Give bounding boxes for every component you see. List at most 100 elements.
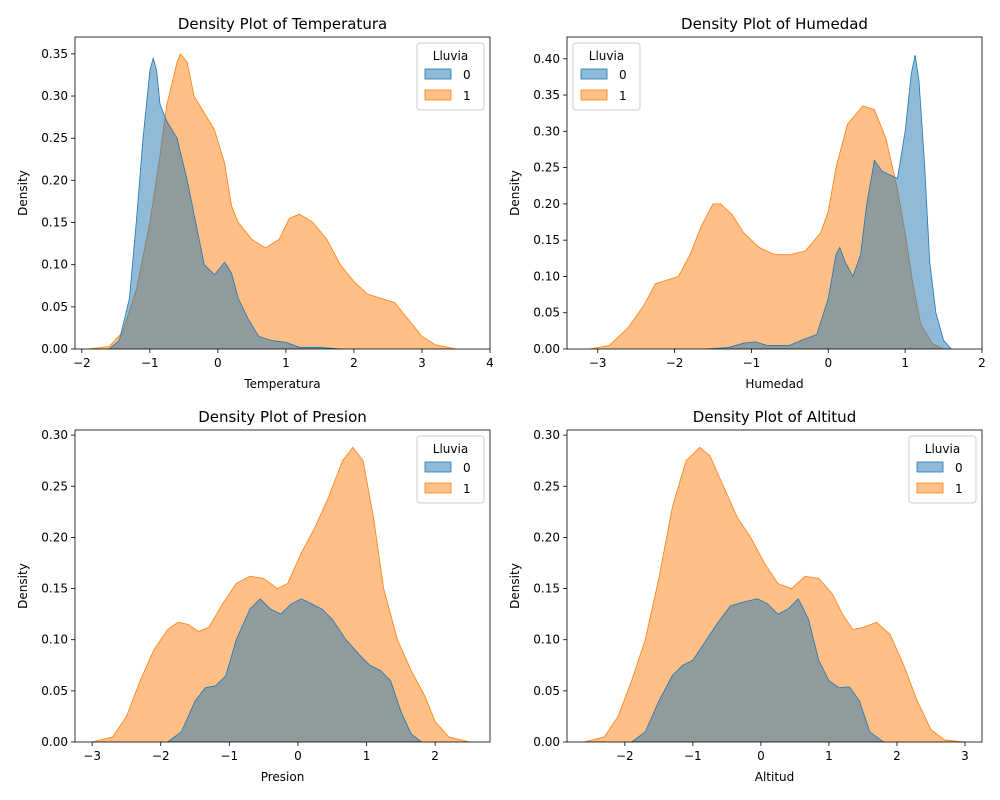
y-tick-label: 0.35 [41, 47, 68, 61]
chart-panel-3: −3 −2 −1 0 1 2 0.00 0.05 0.10 0.15 0.20 0.25 0.30 Den… [16, 408, 491, 784]
y-tick-label: 0.15 [533, 233, 560, 247]
y-tick-label: 0.10 [41, 258, 68, 272]
x-tick-label: −1 [141, 356, 159, 370]
legend-label-1: 1 [619, 89, 627, 103]
x-axis-label: Presion [261, 770, 305, 784]
y-tick-label: 0.20 [41, 530, 68, 544]
y-axis-label: Density [508, 170, 522, 216]
axes-frame [566, 36, 983, 350]
x-tick-label: 3 [961, 749, 969, 763]
y-tick-label: 0.30 [533, 428, 560, 442]
y-tick-label: 0.25 [533, 161, 560, 175]
y-tick-label: 0.00 [533, 735, 560, 749]
y-tick-label: 0.00 [533, 342, 560, 356]
legend-swatch-0 [916, 461, 944, 473]
y-tick-label: 0.25 [533, 479, 560, 493]
chart-panel-2: −3 −2 −1 0 1 2 0.00 0.05 0.10 0.15 0.20 0.25 0.30 0.3… [508, 15, 986, 391]
y-tick-label: 0.15 [533, 582, 560, 596]
x-tick-label: −1 [684, 749, 702, 763]
density-areas [583, 446, 966, 742]
legend-label-1: 1 [463, 89, 471, 103]
density-line-lluvia-0 [631, 598, 884, 742]
chart-panel-1: −2 −1 0 1 2 3 4 0.00 0.05 0.10 0.15 0.20 0.25 0.30 0.3… [16, 15, 494, 391]
legend: Lluvia 0 1 [416, 435, 485, 504]
legend: Lluvia 0 1 [908, 435, 977, 504]
x-tick-label: −2 [616, 749, 634, 763]
y-tick-label: 0.00 [41, 735, 68, 749]
x-tick-label: 1 [825, 749, 833, 763]
x-tick-label: 0 [757, 749, 765, 763]
x-tick-label: −2 [73, 356, 91, 370]
y-tick-label: 0.25 [41, 131, 68, 145]
chart-panel-4: −2 −1 0 1 2 3 0.00 0.05 0.10 0.15 0.20 0.25 0.30 Dens… [508, 408, 983, 784]
legend-swatch-0 [580, 68, 608, 80]
legend-label-0: 0 [955, 461, 963, 475]
x-tick-label: −3 [83, 749, 101, 763]
chart-title: Density Plot of Presion [198, 408, 367, 426]
y-tick-label: 0.05 [533, 306, 560, 320]
chart-title: Density Plot of Temperatura [178, 15, 387, 33]
y-tick-label: 0.25 [41, 479, 68, 493]
x-tick-label: 2 [431, 749, 439, 763]
density-area-lluvia-0 [705, 55, 952, 349]
y-tick-label: 0.20 [41, 173, 68, 187]
density-line-lluvia-1 [583, 446, 966, 742]
x-tick-label: 3 [418, 356, 426, 370]
legend: Lluvia 0 1 [572, 42, 641, 111]
density-areas [88, 53, 457, 349]
x-tick-label: 2 [893, 749, 901, 763]
y-tick-label: 0.10 [533, 633, 560, 647]
x-tick-label: −1 [743, 356, 761, 370]
x-tick-label: 1 [363, 749, 371, 763]
legend-label-1: 1 [955, 482, 963, 496]
legend-label-0: 0 [463, 461, 471, 475]
density-area-lluvia-0 [109, 58, 341, 349]
y-axis-label: Density [508, 563, 522, 609]
legend-swatch-1 [916, 482, 944, 494]
x-tick-label: 4 [486, 356, 494, 370]
legend-swatch-1 [424, 89, 452, 101]
legend-swatch-1 [580, 89, 608, 101]
density-line-lluvia-1 [92, 446, 470, 742]
density-areas [92, 446, 470, 742]
density-line-lluvia-0 [167, 598, 422, 742]
x-tick-label: −3 [589, 356, 607, 370]
density-areas [589, 55, 952, 349]
x-tick-label: −2 [666, 356, 684, 370]
density-area-lluvia-0 [167, 598, 422, 742]
x-axis-label: Temperatura [243, 377, 320, 391]
legend-title: Lluvia [433, 442, 468, 456]
y-tick-label: 0.10 [41, 633, 68, 647]
x-tick-label: 1 [901, 356, 909, 370]
legend-swatch-1 [424, 482, 452, 494]
legend-label-0: 0 [463, 68, 471, 82]
y-tick-label: 0.20 [533, 530, 560, 544]
density-line-lluvia-0 [705, 55, 952, 349]
y-tick-label: 0.05 [41, 684, 68, 698]
x-tick-label: 2 [350, 356, 358, 370]
x-tick-label: 0 [824, 356, 832, 370]
x-axis-label: Altitud [755, 770, 795, 784]
y-axis-label: Density [16, 563, 30, 609]
chart-title: Density Plot of Humedad [681, 15, 868, 33]
legend-swatch-0 [424, 461, 452, 473]
legend-label-0: 0 [619, 68, 627, 82]
x-axis-label: Humedad [745, 377, 803, 391]
y-tick-label: 0.10 [533, 269, 560, 283]
y-tick-label: 0.40 [533, 52, 560, 66]
y-tick-label: 0.00 [41, 342, 68, 356]
x-tick-label: 0 [294, 749, 302, 763]
y-tick-label: 0.30 [41, 89, 68, 103]
y-tick-label: 0.05 [533, 684, 560, 698]
legend-swatch-0 [424, 68, 452, 80]
x-tick-label: 0 [214, 356, 222, 370]
x-tick-label: 2 [978, 356, 986, 370]
y-axis-label: Density [16, 170, 30, 216]
y-tick-label: 0.20 [533, 197, 560, 211]
y-tick-label: 0.30 [533, 124, 560, 138]
legend: Lluvia 0 1 [416, 42, 485, 111]
axes-frame [74, 429, 491, 743]
x-tick-label: −1 [220, 749, 238, 763]
y-tick-label: 0.30 [41, 428, 68, 442]
